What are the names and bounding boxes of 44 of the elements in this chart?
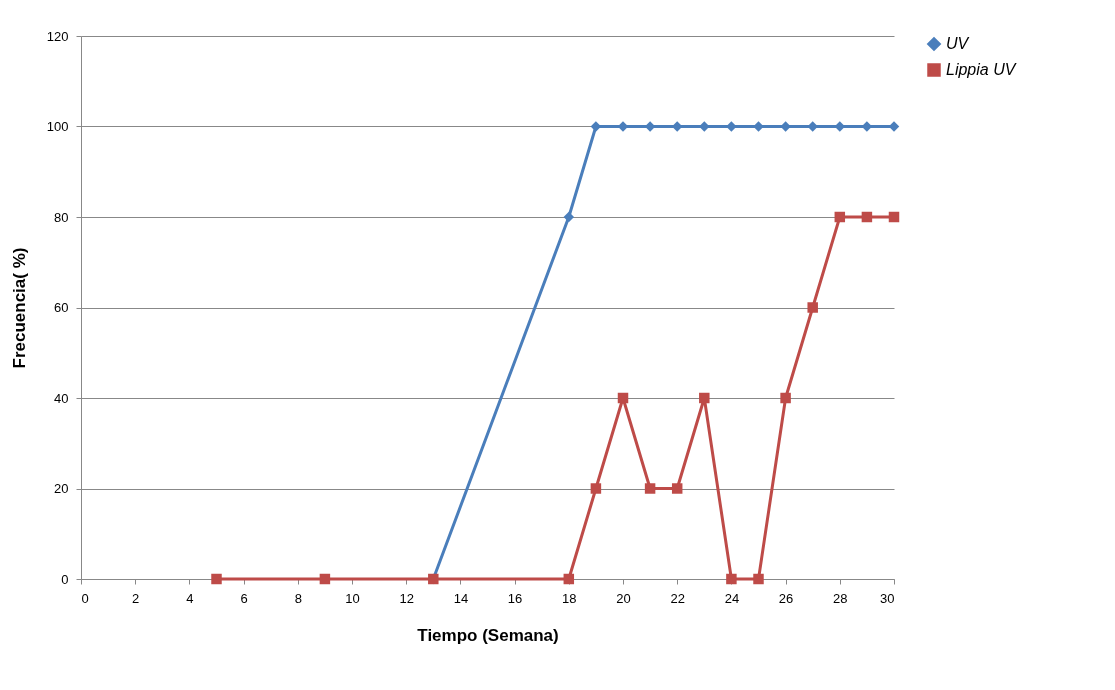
x-tick-label: 6 xyxy=(240,590,248,606)
x-tick-label: 28 xyxy=(833,590,848,606)
point xyxy=(834,211,846,223)
x-tick-label: 22 xyxy=(670,590,685,606)
point xyxy=(644,483,656,494)
y-tick-label: 80 xyxy=(54,209,69,225)
x-tick-label: 18 xyxy=(562,590,577,606)
y-tick-label: 60 xyxy=(54,300,69,315)
legend-label: UV xyxy=(946,35,970,52)
x-tick-label: 16 xyxy=(507,590,523,606)
y-tick-label: 100 xyxy=(46,119,69,134)
x-tick-label: 14 xyxy=(453,590,469,606)
point xyxy=(807,302,818,313)
x-tick-label: 2 xyxy=(132,590,140,606)
x-tick-label: 30 xyxy=(880,590,895,606)
x-axis-title: Tiempo (Semana) xyxy=(417,625,559,645)
point xyxy=(780,392,791,404)
y-tick-label: 40 xyxy=(54,390,69,406)
x-tick-label: 4 xyxy=(186,590,194,606)
legend-label: Lippia UV xyxy=(946,61,1017,78)
x-tick-label: 8 xyxy=(294,590,302,606)
point xyxy=(753,121,764,132)
x-tick-label: 10 xyxy=(345,590,360,606)
point xyxy=(590,483,602,494)
x-tick-label: 0 xyxy=(81,590,89,606)
point xyxy=(617,392,629,404)
point xyxy=(671,483,683,494)
point xyxy=(699,392,710,404)
y-tick-label: 20 xyxy=(54,481,69,496)
point xyxy=(563,211,575,223)
y-tick-label: 120 xyxy=(46,28,69,44)
point xyxy=(211,573,222,585)
point xyxy=(726,573,737,585)
x-tick-label: 26 xyxy=(778,590,794,606)
point xyxy=(319,573,331,585)
point xyxy=(753,573,764,585)
point xyxy=(563,573,575,585)
point xyxy=(888,211,900,223)
x-tick-label: 24 xyxy=(724,590,740,606)
x-tick-label: 12 xyxy=(399,590,414,606)
point xyxy=(861,211,873,223)
x-tick-label: 20 xyxy=(616,590,631,606)
y-tick-label: 0 xyxy=(61,571,69,587)
y-axis-title: Frecuencia( %) xyxy=(9,247,29,369)
